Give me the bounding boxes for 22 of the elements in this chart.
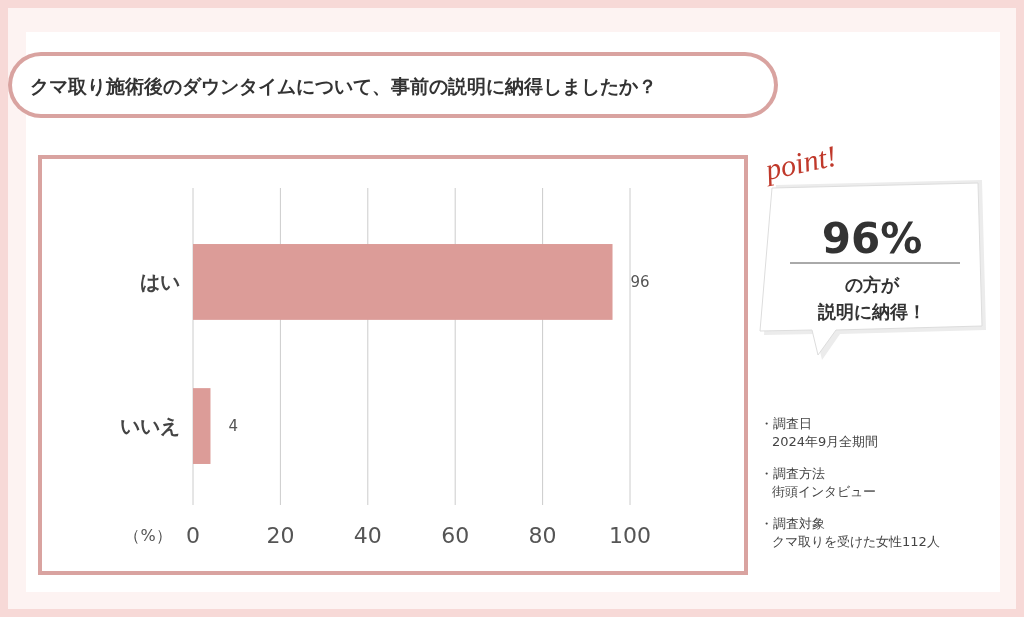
- text: クマ取りを受けた女性112人: [772, 533, 940, 549]
- x-tick-label: 40: [353, 522, 382, 548]
- data-label: 4: [228, 417, 239, 436]
- text: ・調査方法: [760, 465, 825, 481]
- data-label: 96: [630, 273, 650, 292]
- y-tick-label: はい: [140, 269, 180, 294]
- x-tick-label: 80: [528, 522, 557, 548]
- chart-title: クマ取り施術後のダウンタイムについて、事前の説明に納得しましたか？: [30, 74, 657, 97]
- x-tick-label: 0: [186, 522, 200, 548]
- text: 2024年9月全期間: [772, 433, 879, 449]
- text: ・調査対象: [760, 515, 825, 531]
- x-tick-label: 60: [441, 522, 470, 548]
- x-axis-title: （%）: [124, 525, 172, 545]
- y-tick-label: いいえ: [120, 414, 180, 439]
- x-tick-label: 100: [609, 522, 651, 548]
- x-tick-label: 20: [266, 522, 295, 548]
- text: ・調査日: [760, 415, 812, 431]
- text: 街頭インタビュー: [772, 483, 876, 499]
- text: の方が: [845, 274, 900, 296]
- text: 96%: [821, 213, 923, 263]
- text: 説明に納得！: [817, 301, 926, 323]
- text: point!: [760, 138, 840, 187]
